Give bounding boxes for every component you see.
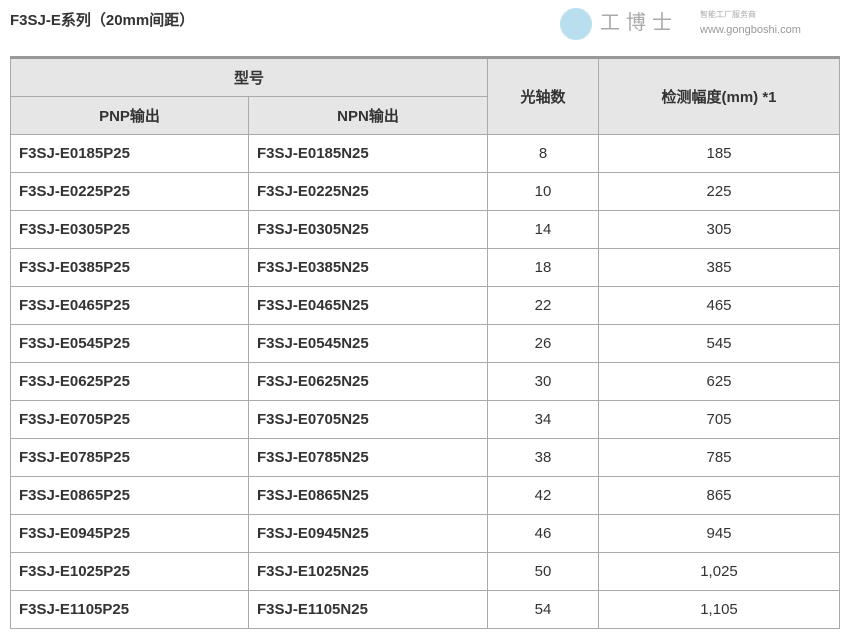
detection-width: 625	[598, 362, 840, 401]
detection-width: 705	[598, 400, 840, 439]
table-row: F3SJ-E0385P25 F3SJ-E0385N25 18 385	[10, 248, 840, 287]
pnp-model: F3SJ-E0305P25	[10, 210, 249, 249]
detection-width: 945	[598, 514, 840, 553]
table-row: F3SJ-E0225P25 F3SJ-E0225N25 10 225	[10, 172, 840, 211]
detection-width: 785	[598, 438, 840, 477]
pnp-model: F3SJ-E0705P25	[10, 400, 249, 439]
watermark-name: 工博士	[600, 10, 678, 34]
detection-width: 1,105	[598, 590, 840, 629]
pnp-model: F3SJ-E0225P25	[10, 172, 249, 211]
pnp-model: F3SJ-E0865P25	[10, 476, 249, 515]
table-row: F3SJ-E0945P25 F3SJ-E0945N25 46 945	[10, 514, 840, 553]
npn-model: F3SJ-E0945N25	[248, 514, 488, 553]
pnp-model: F3SJ-E1025P25	[10, 552, 249, 591]
npn-model: F3SJ-E0225N25	[248, 172, 488, 211]
detection-width: 545	[598, 324, 840, 363]
detection-width: 865	[598, 476, 840, 515]
table-row: F3SJ-E0625P25 F3SJ-E0625N25 30 625	[10, 362, 840, 401]
header-model: 型号	[10, 57, 488, 97]
npn-model: F3SJ-E0865N25	[248, 476, 488, 515]
table-row: F3SJ-E0305P25 F3SJ-E0305N25 14 305	[10, 210, 840, 249]
page-title: F3SJ-E系列（20mm间距）	[10, 12, 195, 29]
axis-count: 34	[487, 400, 599, 439]
axis-count: 8	[487, 134, 599, 173]
detection-width: 465	[598, 286, 840, 325]
npn-model: F3SJ-E0305N25	[248, 210, 488, 249]
detection-width: 385	[598, 248, 840, 287]
npn-model: F3SJ-E0545N25	[248, 324, 488, 363]
npn-model: F3SJ-E0465N25	[248, 286, 488, 325]
table-row: F3SJ-E0185P25 F3SJ-E0185N25 8 185	[10, 134, 840, 173]
table-row: F3SJ-E1105P25 F3SJ-E1105N25 54 1,105	[10, 590, 840, 629]
axis-count: 38	[487, 438, 599, 477]
npn-model: F3SJ-E0185N25	[248, 134, 488, 173]
watermark-logo: 工博士 智能工厂服务商 www.gongboshi.com	[560, 2, 840, 50]
npn-model: F3SJ-E1025N25	[248, 552, 488, 591]
spec-table: 型号 光轴数 检测幅度(mm) *1 PNP输出 NPN输出 F3SJ-E018…	[10, 56, 840, 629]
mascot-icon	[560, 8, 592, 40]
npn-model: F3SJ-E0625N25	[248, 362, 488, 401]
pnp-model: F3SJ-E0385P25	[10, 248, 249, 287]
pnp-model: F3SJ-E0465P25	[10, 286, 249, 325]
axis-count: 46	[487, 514, 599, 553]
pnp-model: F3SJ-E0545P25	[10, 324, 249, 363]
header-npn: NPN输出	[248, 96, 488, 135]
watermark-url: www.gongboshi.com	[700, 24, 801, 36]
watermark-tagline: 智能工厂服务商	[700, 10, 756, 19]
axis-count: 10	[487, 172, 599, 211]
pnp-model: F3SJ-E0785P25	[10, 438, 249, 477]
pnp-model: F3SJ-E0945P25	[10, 514, 249, 553]
table-row: F3SJ-E0865P25 F3SJ-E0865N25 42 865	[10, 476, 840, 515]
axis-count: 22	[487, 286, 599, 325]
axis-count: 30	[487, 362, 599, 401]
header-width: 检测幅度(mm) *1	[598, 57, 840, 135]
table-row: F3SJ-E1025P25 F3SJ-E1025N25 50 1,025	[10, 552, 840, 591]
axis-count: 26	[487, 324, 599, 363]
npn-model: F3SJ-E0785N25	[248, 438, 488, 477]
detection-width: 225	[598, 172, 840, 211]
header-axes: 光轴数	[487, 57, 599, 135]
npn-model: F3SJ-E0705N25	[248, 400, 488, 439]
axis-count: 18	[487, 248, 599, 287]
header-pnp: PNP输出	[10, 96, 249, 135]
detection-width: 305	[598, 210, 840, 249]
axis-count: 42	[487, 476, 599, 515]
axis-count: 54	[487, 590, 599, 629]
pnp-model: F3SJ-E1105P25	[10, 590, 249, 629]
axis-count: 14	[487, 210, 599, 249]
detection-width: 1,025	[598, 552, 840, 591]
npn-model: F3SJ-E0385N25	[248, 248, 488, 287]
detection-width: 185	[598, 134, 840, 173]
pnp-model: F3SJ-E0185P25	[10, 134, 249, 173]
table-row: F3SJ-E0465P25 F3SJ-E0465N25 22 465	[10, 286, 840, 325]
npn-model: F3SJ-E1105N25	[248, 590, 488, 629]
table-row: F3SJ-E0785P25 F3SJ-E0785N25 38 785	[10, 438, 840, 477]
table-row: F3SJ-E0705P25 F3SJ-E0705N25 34 705	[10, 400, 840, 439]
pnp-model: F3SJ-E0625P25	[10, 362, 249, 401]
axis-count: 50	[487, 552, 599, 591]
table-row: F3SJ-E0545P25 F3SJ-E0545N25 26 545	[10, 324, 840, 363]
